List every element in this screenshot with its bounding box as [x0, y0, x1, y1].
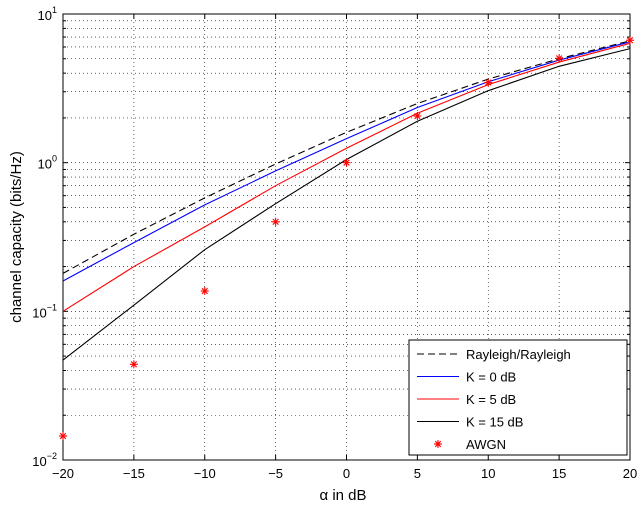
- awgn-marker: [434, 440, 442, 448]
- awgn-marker: [413, 112, 422, 121]
- legend-box: [408, 339, 628, 456]
- awgn-marker: [200, 287, 209, 296]
- legend-label: Rayleigh/Rayleigh: [466, 347, 571, 362]
- series-line-2: [62, 42, 631, 312]
- y-tick-label: 10−1: [32, 302, 57, 320]
- x-tick-label: −20: [52, 466, 74, 481]
- x-tick-label: 15: [552, 466, 566, 481]
- awgn-marker: [271, 217, 280, 226]
- series-line-1: [62, 41, 631, 282]
- x-tick-label: 10: [481, 466, 495, 481]
- x-tick-label: −15: [123, 466, 145, 481]
- legend-label: K = 5 dB: [466, 392, 516, 407]
- x-axis-label: α in dB: [319, 487, 366, 504]
- legend: Rayleigh/Rayleigh K = 0 dB K = 5 dB K = 15 …: [408, 339, 628, 456]
- y-tick-label: 101: [38, 5, 57, 23]
- awgn-marker: [484, 78, 493, 87]
- awgn-marker: [626, 36, 634, 45]
- legend-label: K = 0 dB: [466, 370, 516, 385]
- awgn-marker: [59, 432, 67, 441]
- y-tick-label: 100: [38, 154, 57, 172]
- awgn-marker: [129, 360, 138, 369]
- awgn-marker: [555, 54, 564, 63]
- x-tick-label: 20: [623, 466, 637, 481]
- series-line-0: [62, 40, 631, 274]
- axis-ticks: −20 −15 −10 −5 0 5 10 15 20 10−2 10−1 100 101: [32, 5, 637, 481]
- x-tick-label: −5: [268, 466, 283, 481]
- x-tick-label: 5: [414, 466, 421, 481]
- legend-label: K = 15 dB: [466, 415, 523, 430]
- awgn-marker: [342, 158, 351, 167]
- series-layer: [59, 36, 634, 441]
- x-tick-label: −10: [194, 466, 216, 481]
- legend-label: AWGN: [466, 437, 506, 452]
- series-line-3: [62, 48, 631, 361]
- y-tick-label: 10−2: [32, 451, 57, 469]
- x-tick-label: 0: [343, 466, 350, 481]
- y-axis-label: channel capacity (bits/Hz): [8, 151, 25, 323]
